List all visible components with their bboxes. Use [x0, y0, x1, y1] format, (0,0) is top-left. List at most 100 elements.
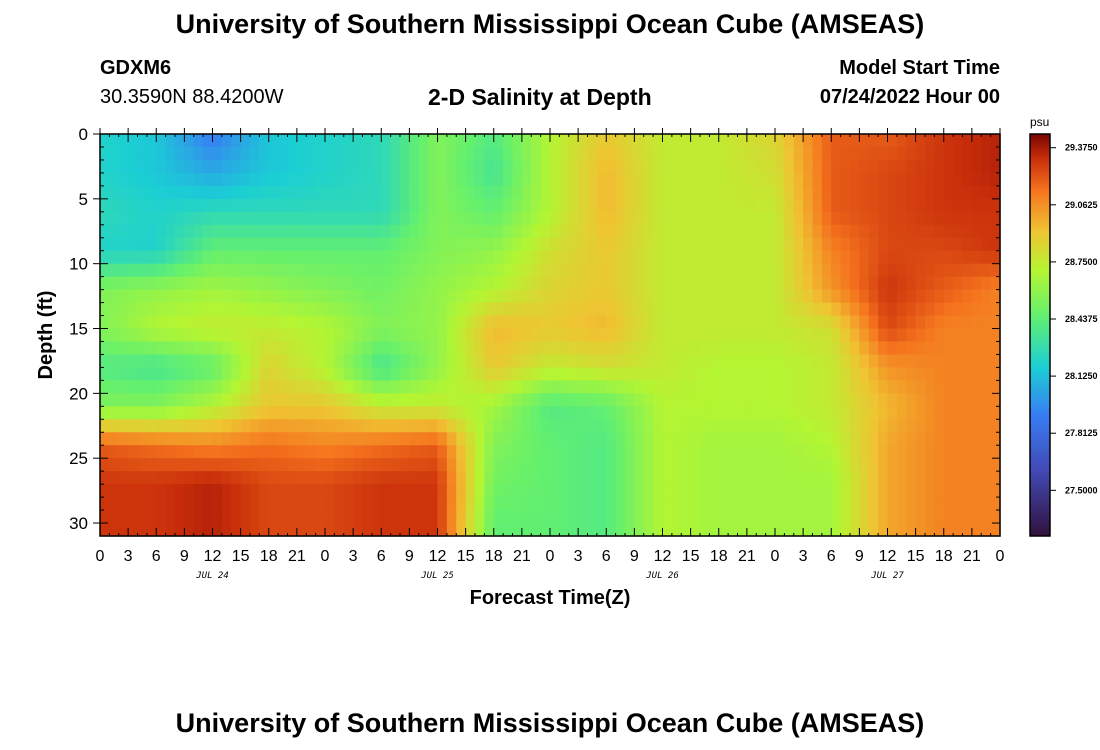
- heatmap-cell: [540, 198, 551, 213]
- heatmap-cell: [531, 211, 542, 226]
- heatmap-cell: [381, 302, 392, 317]
- heatmap-cell: [343, 510, 354, 524]
- heatmap-cell: [925, 484, 935, 498]
- heatmap-cell: [400, 289, 410, 304]
- heatmap-cell: [278, 289, 289, 304]
- heatmap-cell: [596, 445, 607, 459]
- heatmap-cell: [175, 341, 185, 356]
- heatmap-cell: [728, 471, 739, 485]
- heatmap-cell: [643, 523, 654, 537]
- heatmap-cell: [737, 172, 748, 187]
- heatmap-cell: [493, 458, 504, 472]
- heatmap-cell: [737, 393, 748, 407]
- heatmap-cell: [212, 134, 223, 148]
- heatmap-cell: [503, 393, 514, 407]
- heatmap-cell: [606, 250, 617, 265]
- heatmap-cell: [962, 276, 973, 291]
- heatmap-cell: [887, 419, 898, 433]
- heatmap-cell: [765, 172, 776, 187]
- heatmap-cell: [203, 341, 214, 356]
- heatmap-cell: [728, 198, 739, 213]
- heatmap-cell: [156, 419, 167, 433]
- heatmap-cell: [559, 523, 570, 537]
- heatmap-cell: [943, 172, 954, 187]
- heatmap-cell: [193, 315, 204, 330]
- heatmap-cell: [296, 263, 307, 278]
- heatmap-cell: [728, 367, 739, 381]
- heatmap-cell: [334, 237, 345, 252]
- heatmap-cell: [184, 185, 195, 200]
- heatmap-cell: [906, 211, 917, 226]
- heatmap-cell: [325, 367, 335, 381]
- y-axis-label: Depth (ft): [35, 291, 57, 380]
- heatmap-cell: [728, 134, 739, 148]
- heatmap-cell: [746, 328, 757, 343]
- heatmap-cell: [784, 198, 795, 213]
- heatmap-cell: [953, 367, 964, 381]
- heatmap-cell: [503, 458, 514, 472]
- heatmap-cell: [662, 276, 673, 291]
- heatmap-cell: [906, 510, 917, 524]
- heatmap-cell: [925, 185, 935, 200]
- heatmap-cell: [671, 185, 682, 200]
- heatmap-cell: [812, 523, 823, 537]
- heatmap-cell: [850, 302, 860, 317]
- heatmap-cell: [587, 393, 598, 407]
- heatmap-cell: [878, 159, 889, 174]
- heatmap-cell: [231, 380, 242, 394]
- heatmap-cell: [934, 198, 945, 213]
- heatmap-cell: [446, 406, 457, 420]
- heatmap-cell: [550, 276, 560, 291]
- heatmap-cell: [596, 250, 607, 265]
- heatmap-cell: [175, 289, 185, 304]
- heatmap-cell: [756, 159, 767, 174]
- heatmap-cell: [212, 406, 223, 420]
- heatmap-cell: [737, 276, 748, 291]
- heatmap-cell: [559, 146, 570, 161]
- heatmap-cell: [137, 484, 148, 498]
- heatmap-cell: [493, 302, 504, 317]
- heatmap-cell: [868, 484, 879, 498]
- heatmap-cell: [887, 237, 898, 252]
- heatmap-cell: [325, 134, 335, 148]
- heatmap-cell: [484, 276, 495, 291]
- heatmap-cell: [859, 198, 870, 213]
- heatmap-cell: [362, 484, 373, 498]
- heatmap-cell: [418, 224, 429, 239]
- x-tick-label: 18: [935, 548, 953, 565]
- heatmap-cell: [981, 250, 992, 265]
- heatmap-cell: [859, 497, 870, 511]
- heatmap-cell: [306, 393, 317, 407]
- heatmap-cell: [981, 510, 992, 524]
- heatmap-cell: [784, 289, 795, 304]
- heatmap-cell: [981, 172, 992, 187]
- heatmap-cell: [859, 159, 870, 174]
- heatmap-cell: [962, 315, 973, 330]
- heatmap-cell: [756, 224, 767, 239]
- heatmap-cell: [690, 302, 701, 317]
- heatmap-cell: [259, 497, 270, 511]
- heatmap-cell: [165, 445, 176, 459]
- heatmap-cell: [700, 458, 710, 472]
- heatmap-cell: [400, 406, 410, 420]
- heatmap-cell: [146, 237, 157, 252]
- heatmap-cell: [850, 276, 860, 291]
- heatmap-cell: [671, 315, 682, 330]
- heatmap-cell: [878, 250, 889, 265]
- heatmap-cell: [709, 185, 720, 200]
- heatmap-cell: [793, 289, 804, 304]
- heatmap-cell: [550, 484, 560, 498]
- heatmap-cell: [418, 185, 429, 200]
- heatmap-cell: [371, 380, 382, 394]
- heatmap-cell: [203, 224, 214, 239]
- heatmap-cell: [512, 445, 523, 459]
- heatmap-cell: [193, 134, 204, 148]
- heatmap-cell: [315, 367, 326, 381]
- heatmap-cell: [128, 419, 139, 433]
- heatmap-cell: [728, 289, 739, 304]
- heatmap-cell: [700, 276, 710, 291]
- heatmap-cell: [259, 432, 270, 446]
- heatmap-cell: [821, 419, 832, 433]
- heatmap-cell: [315, 510, 326, 524]
- heatmap-cell: [803, 406, 814, 420]
